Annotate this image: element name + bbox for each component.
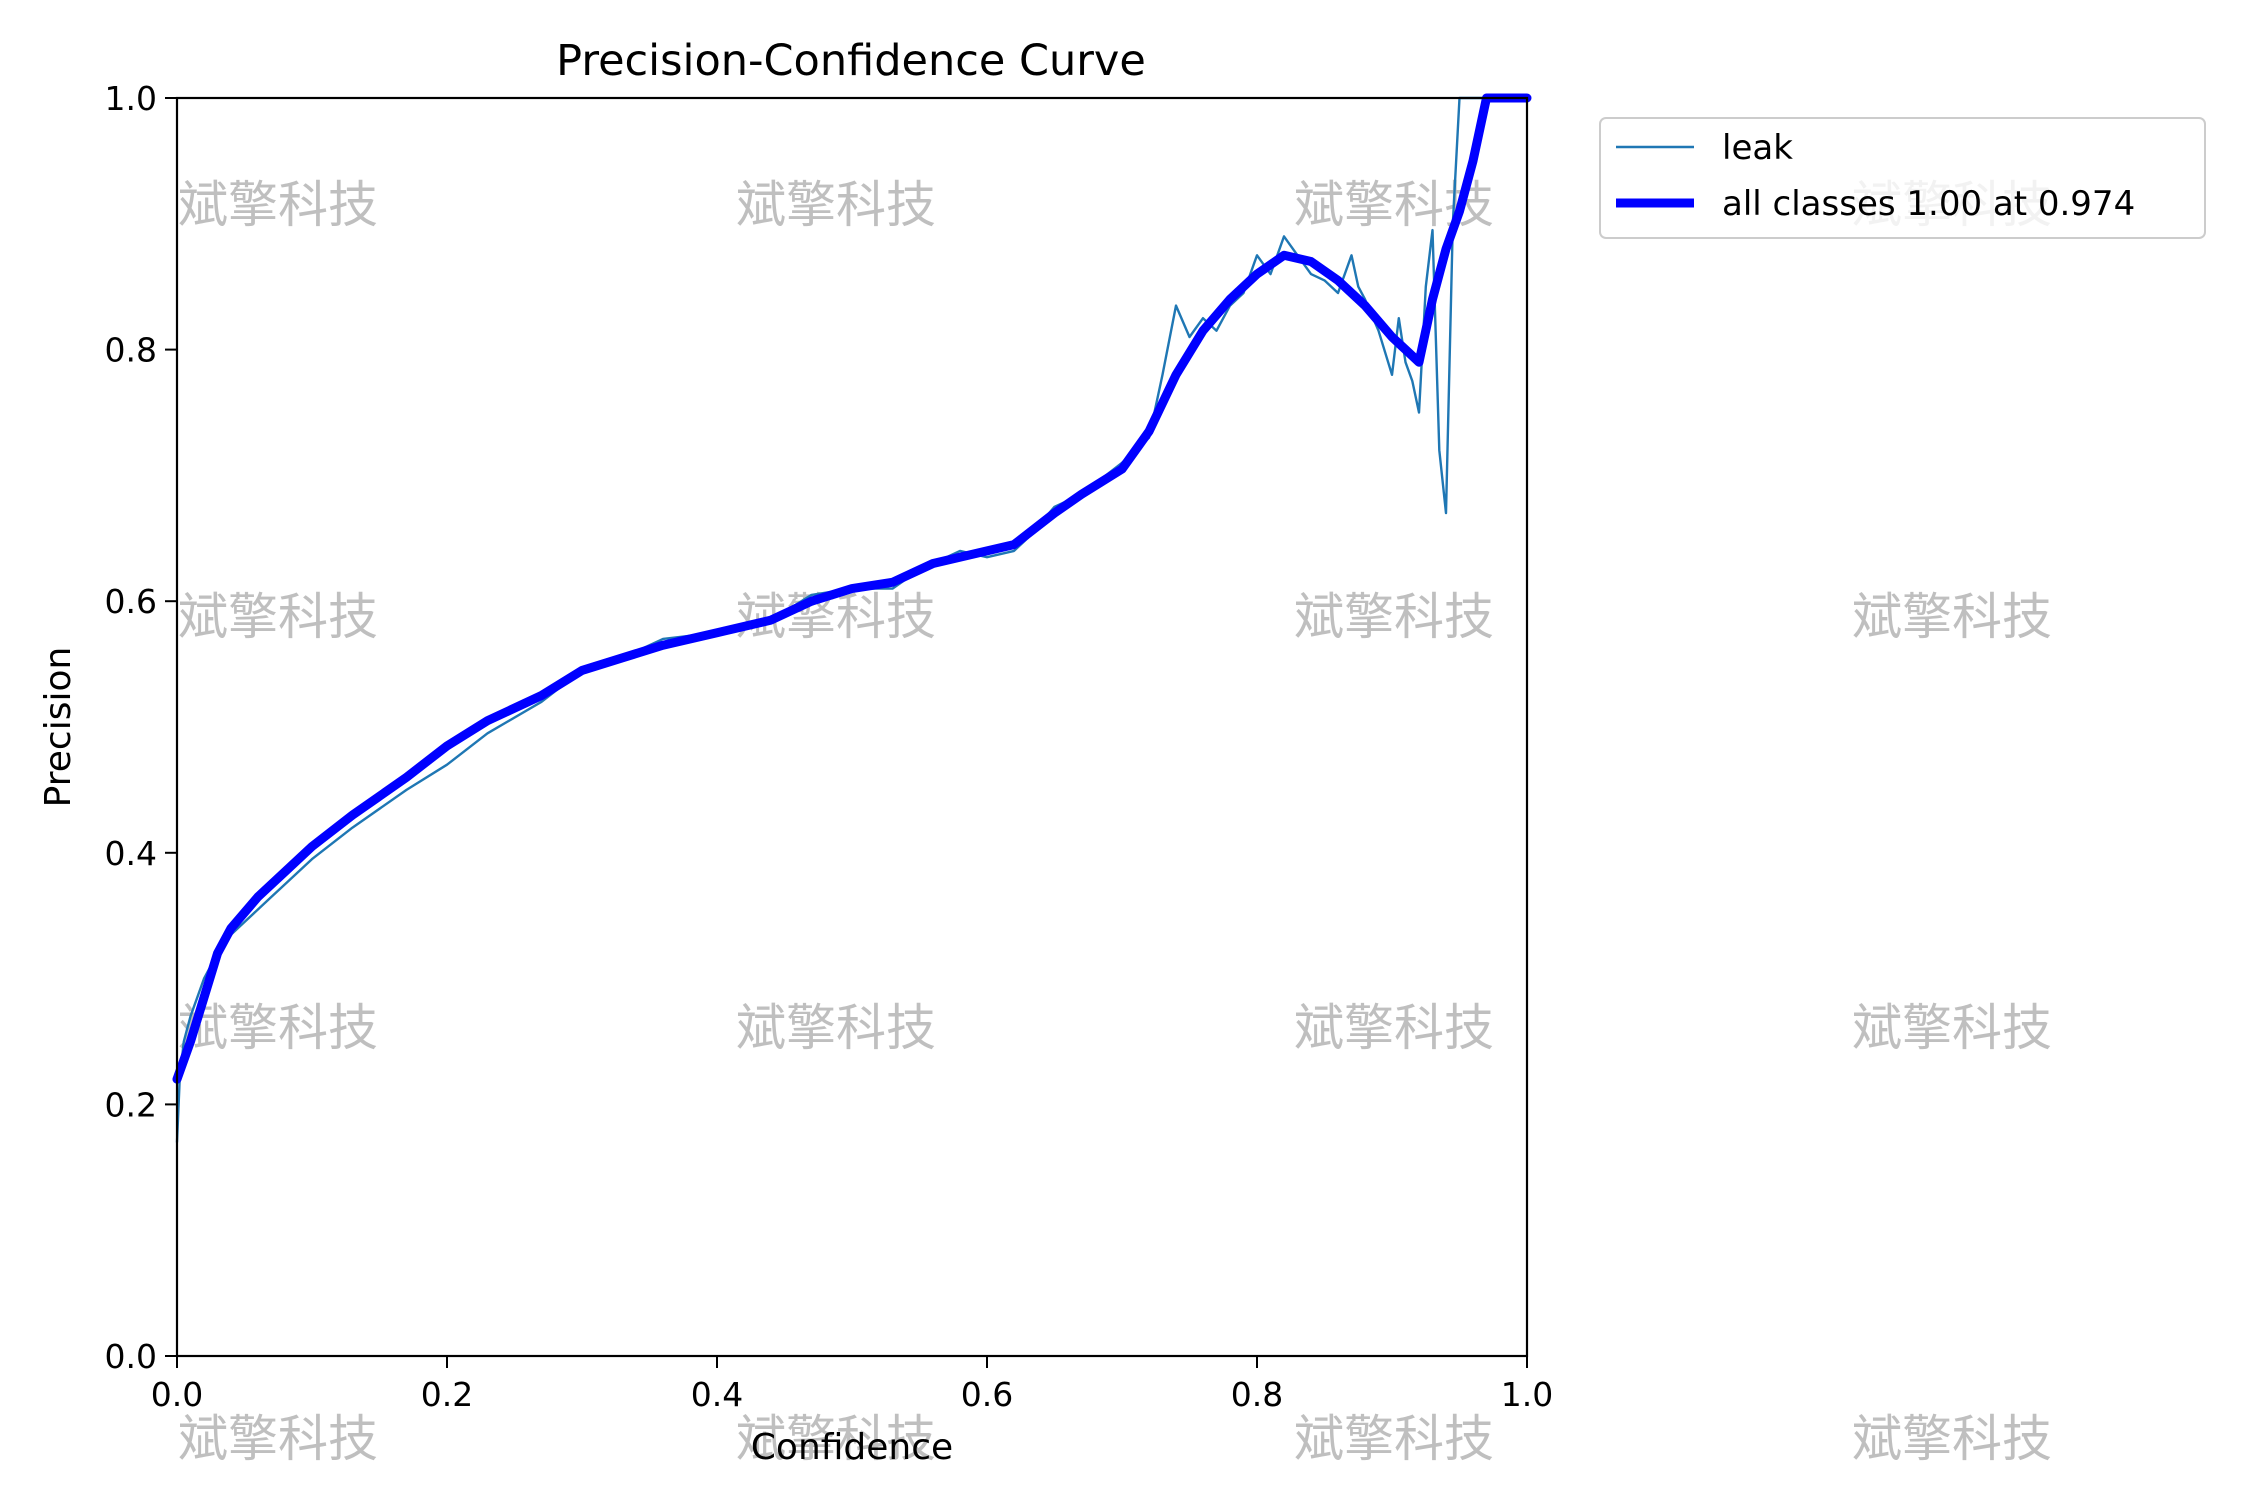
watermark-text: 斌擎科技: [178, 999, 378, 1057]
watermark-text: 斌擎科技: [736, 176, 936, 234]
series-layer: [172, 93, 1532, 1144]
y-axis-title: Precision: [38, 647, 79, 808]
y-tick-label: 0.8: [105, 331, 157, 370]
legend-box: [1599, 117, 2206, 239]
watermark-text: 斌擎科技: [178, 588, 378, 646]
x-tick-label: 1.0: [1501, 1375, 1553, 1414]
watermark-text: 斌擎科技: [736, 999, 936, 1057]
y-axis: 0.0 0.2 0.4 0.6 0.8 1.0: [105, 79, 177, 1376]
watermark-text: 斌擎科技: [1852, 1410, 2052, 1468]
y-tick-label: 0.2: [105, 1085, 157, 1124]
plot-frame: [175, 96, 1529, 1358]
series-line-leak: [175, 96, 1529, 1144]
watermark-text: 斌擎科技: [736, 1410, 936, 1468]
y-tick-label: 0.0: [105, 1337, 157, 1376]
watermark-text: 斌擎科技: [178, 1410, 378, 1468]
plot-area: [177, 98, 1527, 1356]
legend-label-all-classes: all classes 1.00 at 0.974: [1722, 184, 2135, 224]
x-tick-label: 0.6: [961, 1375, 1013, 1414]
series-line-all-classes: [172, 93, 1532, 1084]
watermark-text: 斌擎科技: [1294, 588, 1494, 646]
x-axis-title: Confidence: [751, 1427, 953, 1468]
watermark-text: 斌擎科技: [1294, 999, 1494, 1057]
watermark-text: 斌擎科技: [1852, 999, 2052, 1057]
watermark-text: 斌擎科技: [1852, 588, 2052, 646]
y-tick-label: 0.6: [105, 582, 157, 621]
legend: leak all classes 1.00 at 0.974: [1599, 117, 2206, 239]
watermark-text: 斌擎科技: [178, 176, 378, 234]
chart-title: Precision-Confidence Curve: [556, 36, 1146, 86]
x-tick-label: 0.4: [691, 1375, 743, 1414]
x-axis: 0.0 0.2 0.4 0.6 0.8 1.0: [151, 1356, 1553, 1414]
legend-label-leak: leak: [1722, 128, 1793, 168]
x-tick-label: 0.8: [1231, 1375, 1283, 1414]
watermark-text: 斌擎科技: [1294, 1410, 1494, 1468]
x-tick-label: 0.0: [151, 1375, 203, 1414]
y-tick-label: 0.4: [105, 834, 157, 873]
x-tick-label: 0.2: [421, 1375, 473, 1414]
y-tick-label: 1.0: [105, 79, 157, 118]
